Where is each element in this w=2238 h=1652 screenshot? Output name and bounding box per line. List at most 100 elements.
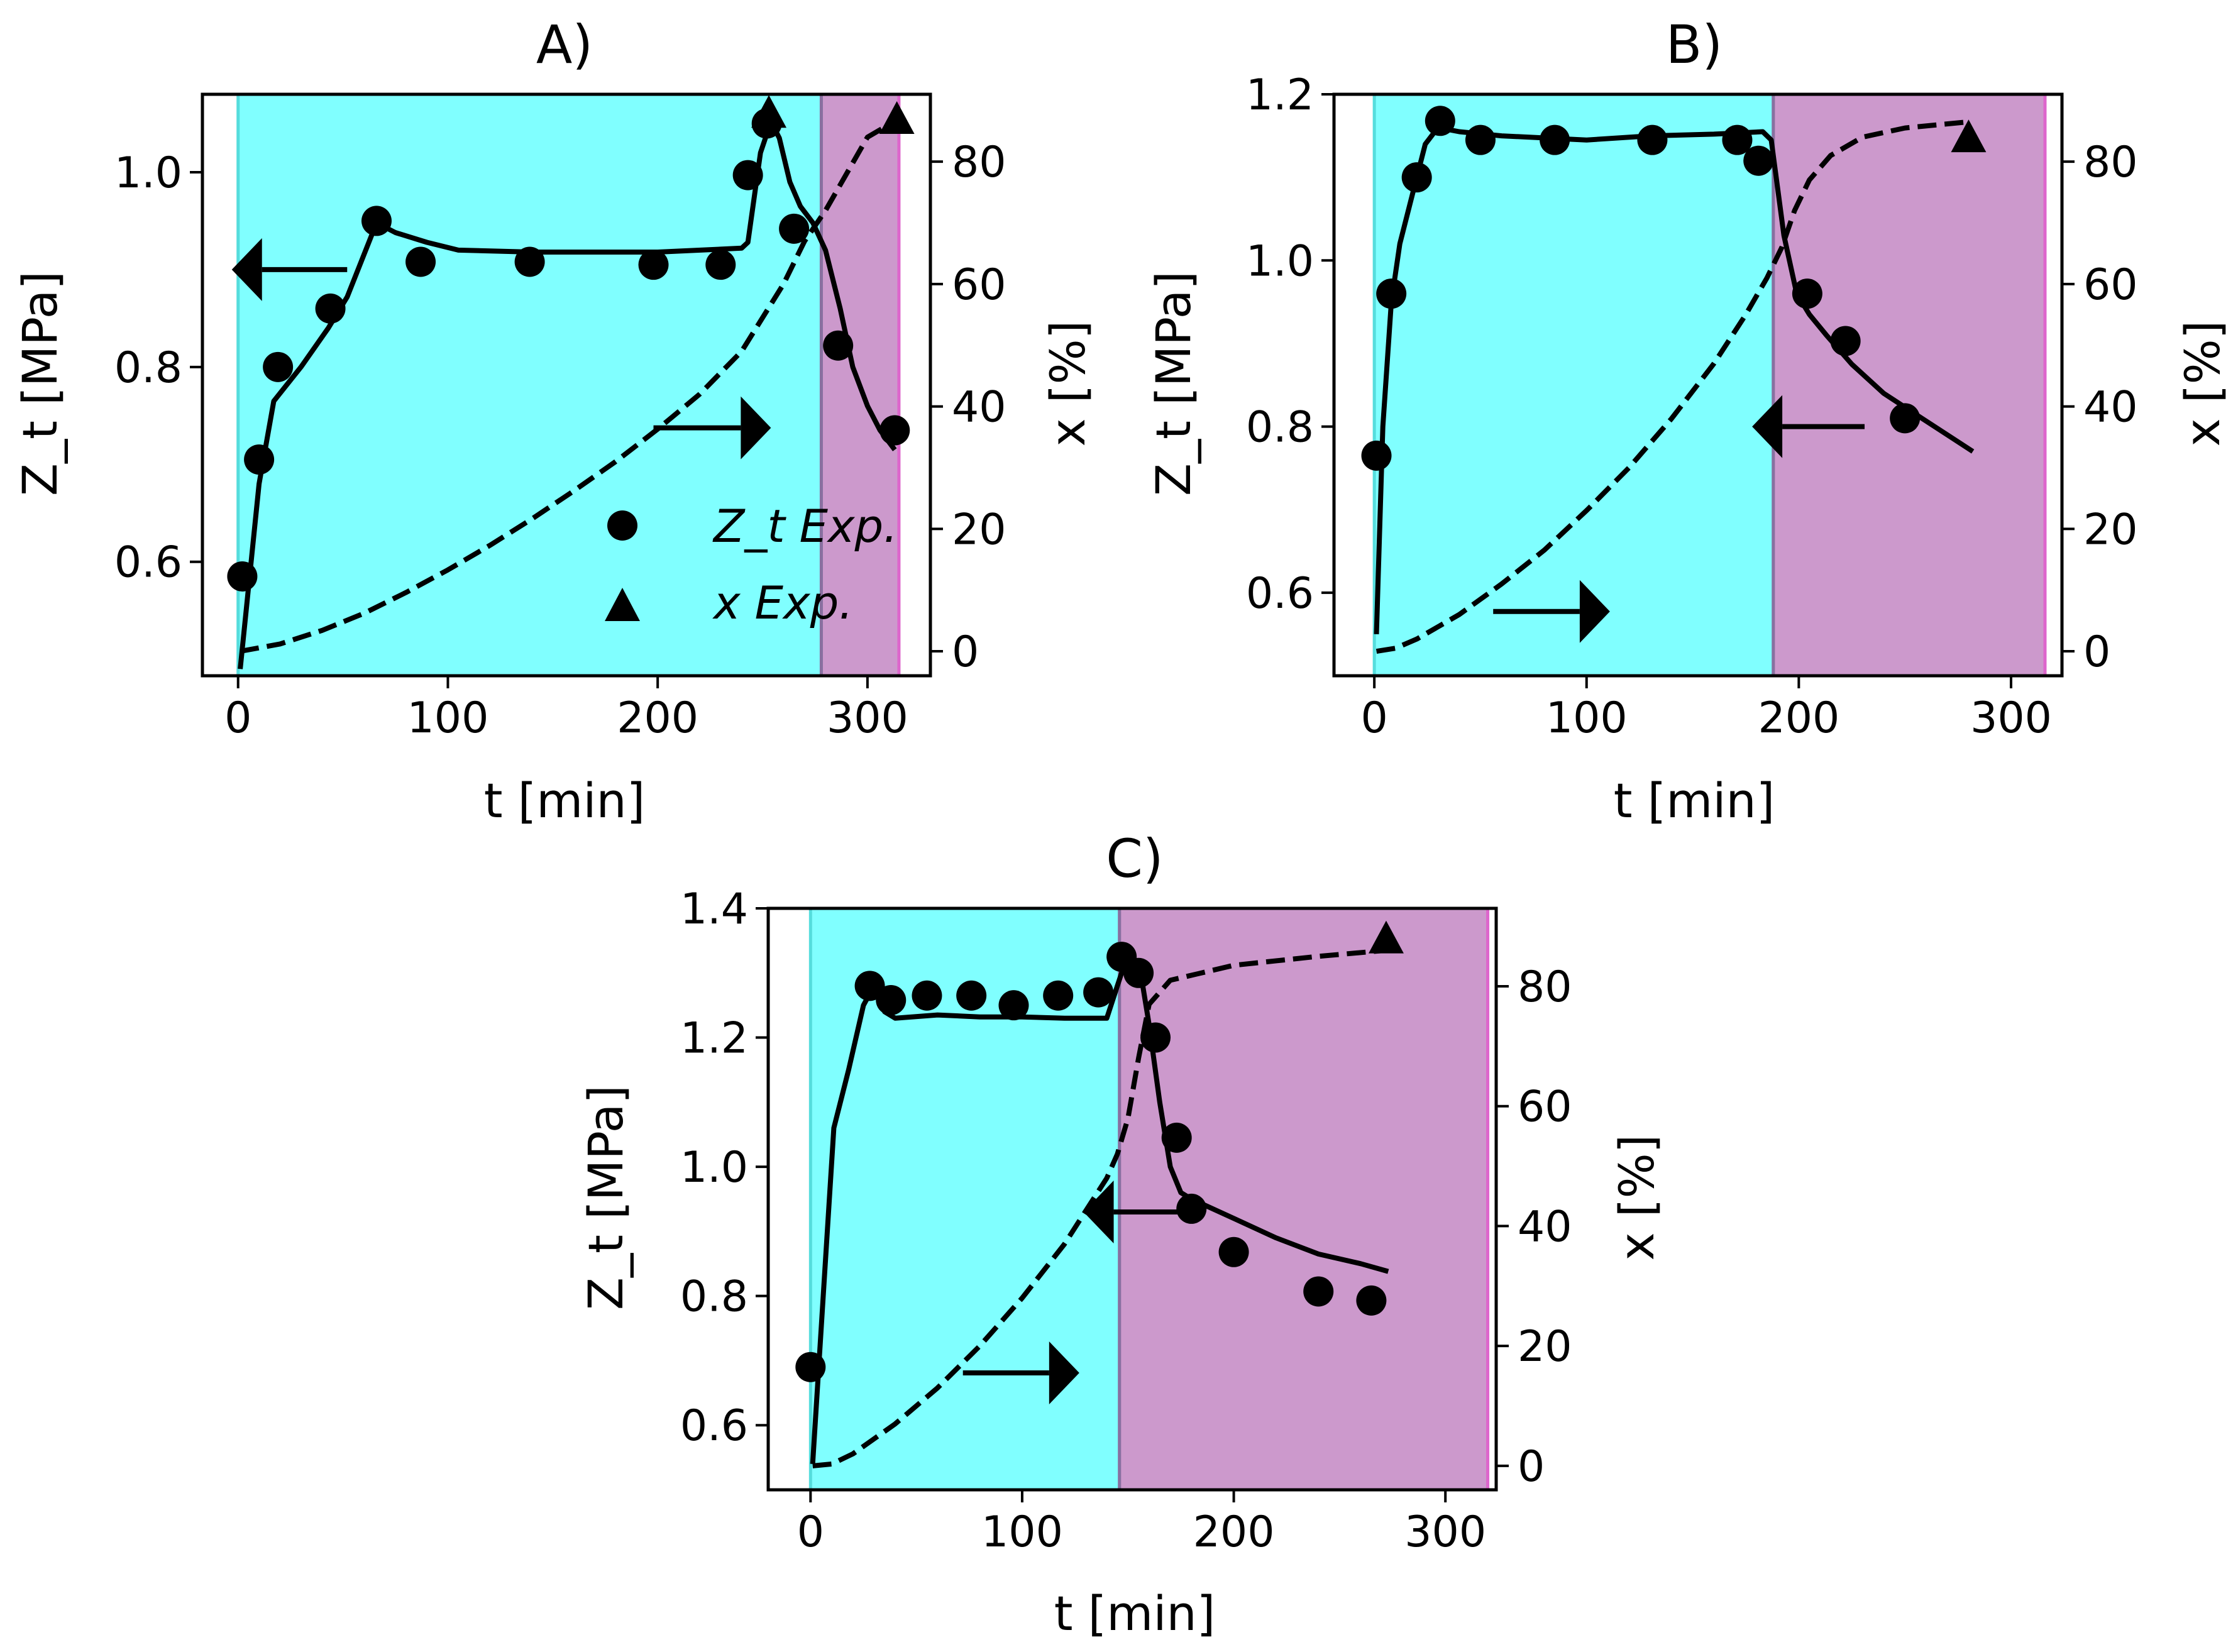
panel-c-ytick-labels-right: 0 20 40 60 80 xyxy=(1518,962,1572,1492)
x-exp-point xyxy=(1951,119,1987,153)
panel-a-ylabel-left: Z_t [MPa] xyxy=(12,271,68,496)
panel-c-ytick-label-left: 1.2 xyxy=(680,1014,748,1064)
legend-label-zt-exp: Z_t Exp. xyxy=(712,500,898,553)
zt-exp-point xyxy=(912,980,942,1011)
arrow-right-head xyxy=(741,396,771,460)
zt-exp-point xyxy=(1425,106,1455,136)
panel-a-xtick-label: 100 xyxy=(407,693,489,743)
zt-model-line xyxy=(1374,124,1975,635)
panel-c-ytick-label-left: 0.8 xyxy=(680,1272,748,1322)
panel-b-ytick-label-left: 1.0 xyxy=(1246,236,1314,286)
panel-b-ytick-label-right: 40 xyxy=(2083,383,2138,432)
zt-exp-point xyxy=(1083,977,1114,1008)
zt-exp-point xyxy=(879,415,910,446)
zt-exp-point xyxy=(998,990,1029,1021)
arrow-right-head xyxy=(1049,1341,1079,1405)
panel-a-ytick-label-right: 40 xyxy=(952,383,1006,432)
panel-a-ytick-label-right: 60 xyxy=(952,260,1006,310)
panel-b-ylabel-left: Z_t [MPa] xyxy=(1145,271,1201,496)
panel-c-ytick-label-right: 60 xyxy=(1518,1082,1572,1132)
panel-c-plot xyxy=(766,906,1498,1492)
panel-c-ytick-label-left: 1.0 xyxy=(680,1143,748,1192)
zt-exp-point xyxy=(638,250,669,280)
zt-exp-point xyxy=(1830,326,1861,356)
zt-exp-point xyxy=(1303,1276,1334,1307)
panel-b-xlabel: t [min] xyxy=(1614,773,1775,829)
panel-c-xtick-label: 0 xyxy=(797,1507,824,1557)
panel-b-xtick-label: 300 xyxy=(1970,693,2052,743)
zt-exp-point xyxy=(1637,124,1668,155)
panel-c-xtick-labels: 0 100 200 300 xyxy=(797,1507,1486,1557)
panel-b-ytick-label-left: 0.8 xyxy=(1246,403,1314,453)
zt-exp-point xyxy=(1043,980,1074,1011)
panel-b-ytick-label-right: 20 xyxy=(2083,505,2138,554)
zt-exp-point xyxy=(1218,1236,1249,1267)
panel-a-ytick-label-left: 0.6 xyxy=(114,538,182,588)
zt-exp-point xyxy=(876,984,907,1015)
zt-exp-point xyxy=(514,246,545,277)
panel-b-ytick-labels-right: 0 20 40 60 80 xyxy=(2083,138,2138,677)
zt-exp-point xyxy=(1161,1122,1192,1153)
zt-exp-point xyxy=(1401,162,1432,193)
zt-exp-point xyxy=(1140,1022,1171,1053)
zt-exp-point xyxy=(227,561,258,592)
x-exp-point xyxy=(1368,920,1404,954)
zt-exp-point xyxy=(1176,1193,1207,1224)
panel-c-title: C) xyxy=(1106,828,1163,889)
panel-a-plot-area xyxy=(236,94,901,676)
panel-c-ylabel-right: x [%] xyxy=(1609,1135,1665,1261)
zt-exp-point xyxy=(795,1352,826,1382)
phase-2-band xyxy=(1119,908,1488,1490)
legend-circle-marker xyxy=(607,510,637,541)
panel-a: A) 0 100 200 300 0.6 0.8 1.0 0 20 40 60 … xyxy=(12,14,1096,829)
zt-exp-point xyxy=(1890,403,1921,434)
x-model-line xyxy=(812,947,1387,1468)
zt-exp-point xyxy=(361,206,392,236)
zt-exp-point xyxy=(1123,957,1154,988)
panel-c-xlabel: t [min] xyxy=(1054,1585,1216,1641)
x-model-line xyxy=(240,116,900,654)
zt-model-line xyxy=(810,950,1389,1465)
arrow-right-head xyxy=(1579,580,1610,643)
panel-a-legend: Z_t Exp. x Exp. xyxy=(605,500,898,629)
panel-c-axes: 0 100 200 300 0.6 0.8 1.0 1.2 1.4 0 20 4… xyxy=(578,884,1665,1641)
panel-c-xtick-label: 200 xyxy=(1193,1507,1275,1557)
panel-a-ytick-label-right: 0 xyxy=(952,627,979,677)
panel-b-ytick-label-left: 0.6 xyxy=(1246,569,1314,619)
arrow-left-head xyxy=(1083,1181,1114,1244)
x-model-line xyxy=(1375,119,1969,654)
panel-b-ytick-label-left: 1.2 xyxy=(1246,70,1314,120)
panel-a-xlabel: t [min] xyxy=(484,773,646,829)
zt-exp-point xyxy=(405,246,436,277)
panel-c-ytick-label-right: 0 xyxy=(1518,1442,1545,1492)
panel-b: B) 0 100 200 300 0.6 0.8 1.0 1.2 0 20 40… xyxy=(1145,14,2230,829)
panel-b-plot-area xyxy=(1372,94,2047,676)
panel-b-ytick-label-right: 60 xyxy=(2083,260,2138,310)
panel-b-ylabel-right: x [%] xyxy=(2175,321,2230,447)
panel-c-ytick-label-left: 0.6 xyxy=(680,1401,748,1451)
phase-1-band xyxy=(1374,94,1773,676)
x-exp-point xyxy=(879,101,915,134)
panel-b-xtick-label: 0 xyxy=(1361,693,1388,743)
zt-exp-point xyxy=(854,971,885,1001)
zt-exp-point xyxy=(732,160,763,190)
legend-triangle-marker xyxy=(605,588,640,621)
zt-exp-point xyxy=(1722,124,1753,155)
panel-b-xtick-labels: 0 100 200 300 xyxy=(1361,693,2052,743)
panel-c: C) 0 100 200 300 0.6 0.8 1.0 1.2 1.4 0 2… xyxy=(578,828,1665,1641)
zt-exp-point xyxy=(1465,124,1496,155)
panel-a-ytick-label-right: 80 xyxy=(952,138,1006,187)
panel-a-title: A) xyxy=(536,14,593,75)
panel-c-xtick-label: 300 xyxy=(1404,1507,1486,1557)
panel-a-ytick-label-right: 20 xyxy=(952,505,1006,554)
arrow-left-head xyxy=(1752,395,1783,458)
x-exp-point xyxy=(751,95,787,128)
zt-exp-point xyxy=(823,330,854,361)
zt-exp-point xyxy=(1356,1285,1387,1316)
panel-a-plot xyxy=(201,92,932,678)
zt-exp-point xyxy=(705,250,736,280)
panel-a-xtick-label: 200 xyxy=(617,693,698,743)
panel-b-ytick-label-right: 0 xyxy=(2083,627,2110,677)
zt-exp-point xyxy=(244,444,275,475)
